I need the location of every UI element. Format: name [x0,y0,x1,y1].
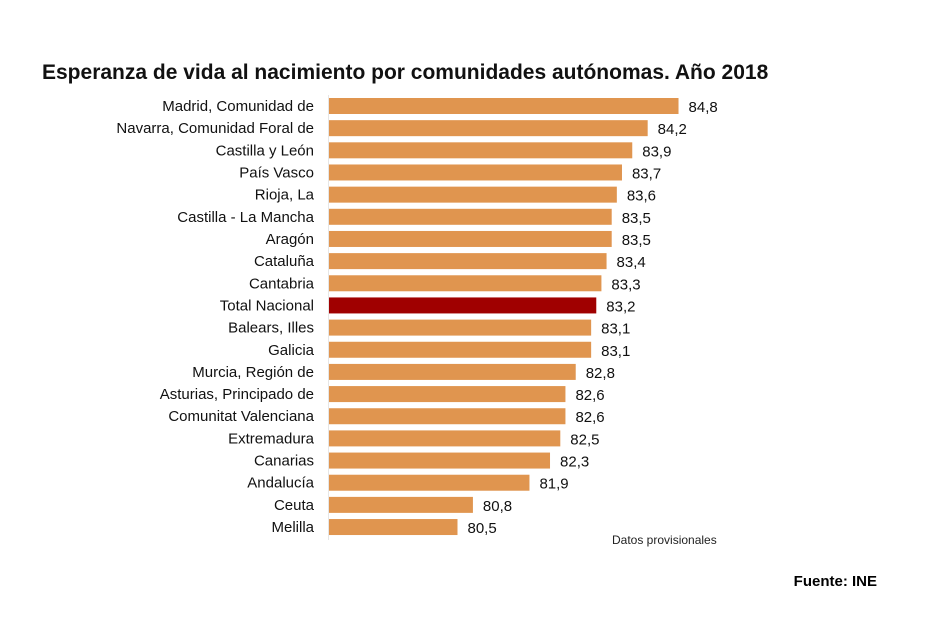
data-label: 83,3 [611,276,640,293]
data-label: 82,8 [586,365,615,382]
data-label: 83,2 [606,298,635,315]
data-label: 82,3 [560,454,589,471]
data-label: 83,6 [627,188,656,205]
data-label: 83,1 [601,321,630,338]
category-label: Cantabria [249,275,315,292]
bar [329,341,592,358]
bar [329,208,612,225]
category-label: Asturias, Principado de [160,386,314,403]
data-label: 82,5 [570,431,599,448]
data-label: 83,1 [601,343,630,360]
bar [329,186,617,203]
bar [329,386,566,403]
bar [329,164,622,181]
category-label: Andalucía [247,475,314,492]
category-label: Navarra, Comunidad Foral de [116,120,314,137]
category-label: Rioja, La [255,187,315,204]
category-label: Ceuta [274,497,315,514]
category-label: Galicia [268,342,315,359]
category-label: País Vasco [239,164,314,181]
data-label: 81,9 [539,476,568,493]
bar [329,98,679,114]
bar [329,230,612,247]
chart-title: Esperanza de vida al nacimiento por comu… [42,61,769,84]
bar [329,496,473,513]
category-label: Canarias [254,453,314,470]
data-label: 80,8 [483,498,512,515]
bar [329,297,597,314]
source-note: Fuente: INE [794,573,877,590]
bar [329,474,530,491]
data-label: 80,5 [468,520,497,537]
bar [329,452,551,469]
category-label: Aragón [266,231,314,248]
bar [329,275,602,292]
data-label: 84,2 [658,121,687,138]
bar [329,319,592,336]
category-label: Murcia, Región de [192,364,314,381]
category-label: Comunitat Valenciana [168,408,314,425]
category-label: Balears, Illes [228,320,314,337]
bar [329,363,576,380]
category-label: Total Nacional [220,297,314,314]
category-label: Castilla y León [216,142,314,159]
category-label: Madrid, Comunidad de [162,98,314,115]
data-label: 84,8 [689,99,718,116]
data-label: 83,9 [642,143,671,160]
category-label: Extremadura [228,430,315,447]
bar [329,519,458,536]
bar [329,253,607,270]
bar [329,142,633,159]
data-label: 83,5 [622,210,651,227]
category-label: Melilla [271,519,314,536]
bar [329,120,648,137]
data-label: 83,7 [632,165,661,182]
category-label: Castilla - La Mancha [177,209,314,226]
data-label: 82,6 [575,409,604,426]
bar [329,408,566,425]
category-label: Cataluña [254,253,315,270]
data-label: 83,4 [617,254,646,271]
data-label: 82,6 [575,387,604,404]
bar [329,430,561,447]
data-label: 83,5 [622,232,651,249]
annotation-provisional: Datos provisionales [612,533,717,547]
